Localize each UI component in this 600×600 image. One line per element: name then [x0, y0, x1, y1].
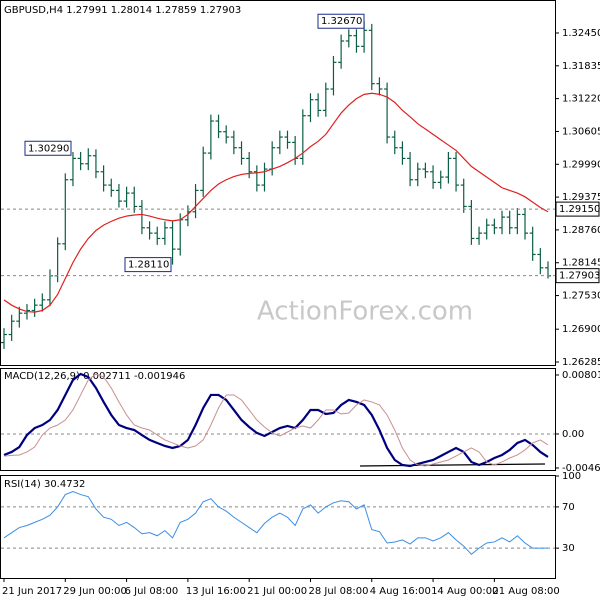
moving-average — [3, 92, 549, 313]
y-tick-label: 1.29375 — [562, 192, 600, 203]
price-title: GBPUSD,H4 1.27991 1.28014 1.27859 1.2790… — [4, 5, 241, 16]
level-label-box — [555, 201, 600, 217]
indicator-line — [3, 372, 549, 468]
x-tick-label: 4 Aug 16:00 — [370, 586, 431, 597]
x-tick-label: 28 Jul 08:00 — [308, 586, 368, 597]
y-tick-label: 100 — [562, 471, 581, 482]
rsi-panel — [0, 475, 556, 579]
watermark: ActionForex.com — [257, 297, 473, 327]
indicator-line — [3, 490, 548, 555]
trend-line — [359, 463, 546, 467]
x-tick-label: 21 Aug 08:00 — [492, 586, 559, 597]
y-tick-label: 70 — [562, 502, 575, 513]
y-tick-label: -0.004619 — [562, 463, 600, 474]
macd-panel — [0, 368, 556, 471]
x-tick-label: 21 Jun 2017 — [2, 586, 62, 597]
y-tick-label: 0.008012 — [562, 370, 600, 381]
x-tick-label: 21 Jul 00:00 — [247, 586, 307, 597]
y-tick-label: 30 — [562, 543, 575, 554]
y-tick-label: 1.31220 — [562, 94, 600, 105]
x-tick-label: 6 Jul 08:00 — [125, 586, 179, 597]
indicator-line — [3, 373, 549, 467]
x-tick-label: 29 Jun 00:00 — [63, 586, 127, 597]
y-tick-label: 1.26285 — [562, 357, 600, 368]
level-label-box — [555, 268, 600, 284]
y-tick-label: 1.31835 — [562, 61, 600, 72]
macd-title: MACD(12,26,9) 0.002711 -0.001946 — [4, 371, 185, 382]
y-tick-label: 1.30605 — [562, 126, 600, 137]
y-tick-label: 1.28760 — [562, 225, 600, 236]
x-tick-label: 14 Aug 00:00 — [431, 586, 498, 597]
annotation-box — [24, 140, 72, 156]
annotation-label: 1.32670 — [321, 16, 362, 27]
annotation-box — [317, 13, 365, 29]
y-tick-label: 1.26900 — [562, 324, 600, 335]
rsi-title: RSI(14) 30.4732 — [4, 479, 85, 490]
level-label: 1.29150 — [559, 204, 600, 215]
y-tick-label: 1.32450 — [562, 28, 600, 39]
x-tick-label: 13 Jul 16:00 — [186, 586, 246, 597]
price-panel — [0, 0, 556, 366]
annotation-label: 1.28110 — [128, 260, 169, 271]
level-label: 1.27903 — [559, 271, 600, 282]
y-tick-label: 1.28145 — [562, 258, 600, 269]
y-tick-label: 0.00 — [562, 429, 584, 440]
annotation-label: 1.30290 — [28, 143, 69, 154]
y-tick-label: 1.27530 — [562, 291, 600, 302]
annotation-box — [124, 257, 172, 273]
y-tick-label: 1.29990 — [562, 159, 600, 170]
